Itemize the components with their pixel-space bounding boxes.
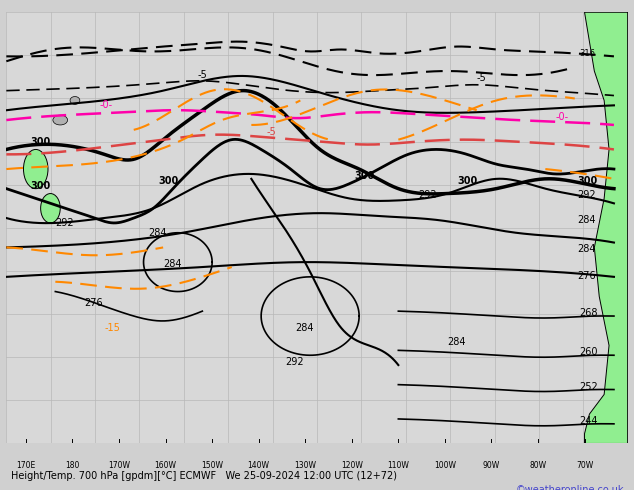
Text: 170E: 170E <box>16 461 36 470</box>
Text: 284: 284 <box>578 215 596 225</box>
Ellipse shape <box>53 115 68 125</box>
Text: 130W: 130W <box>294 461 316 470</box>
Text: 110W: 110W <box>387 461 410 470</box>
Text: -5: -5 <box>266 127 276 137</box>
Text: 284: 284 <box>295 323 314 333</box>
Text: 150W: 150W <box>201 461 223 470</box>
Text: 260: 260 <box>579 347 598 357</box>
Text: 284: 284 <box>448 338 466 347</box>
Text: 300: 300 <box>578 176 598 186</box>
Text: -5: -5 <box>197 70 207 80</box>
Text: 276: 276 <box>578 271 597 281</box>
Ellipse shape <box>23 149 48 189</box>
Text: ©weatheronline.co.uk: ©weatheronline.co.uk <box>515 485 624 490</box>
Text: 70W: 70W <box>576 461 593 470</box>
Text: 180: 180 <box>65 461 80 470</box>
Text: 160W: 160W <box>155 461 177 470</box>
Text: 120W: 120W <box>341 461 363 470</box>
Text: 300: 300 <box>457 176 477 186</box>
Text: 140W: 140W <box>248 461 269 470</box>
Text: 244: 244 <box>579 416 598 426</box>
Text: 316: 316 <box>579 49 595 58</box>
Text: 80W: 80W <box>529 461 547 470</box>
Ellipse shape <box>70 97 80 104</box>
Text: 300: 300 <box>354 171 375 181</box>
Text: 252: 252 <box>579 382 598 392</box>
Text: 170W: 170W <box>108 461 130 470</box>
Text: -0-: -0- <box>100 100 113 110</box>
Text: 292: 292 <box>55 218 74 228</box>
Text: 292: 292 <box>578 191 597 200</box>
Text: -15: -15 <box>105 323 120 333</box>
Text: -0-: -0- <box>555 112 568 122</box>
Text: 300: 300 <box>31 181 51 191</box>
Text: 292: 292 <box>418 191 437 200</box>
Text: 284: 284 <box>578 245 596 254</box>
Text: 268: 268 <box>579 308 598 318</box>
Text: Height/Temp. 700 hPa [gpdm][°C] ECMWF   We 25-09-2024 12:00 UTC (12+72): Height/Temp. 700 hPa [gpdm][°C] ECMWF We… <box>11 471 398 481</box>
Text: -5: -5 <box>477 73 486 83</box>
Text: 100W: 100W <box>434 461 456 470</box>
Polygon shape <box>585 12 628 443</box>
Text: 90W: 90W <box>483 461 500 470</box>
Text: 284: 284 <box>148 228 167 238</box>
Text: 300: 300 <box>31 137 51 147</box>
Text: 284: 284 <box>163 259 181 269</box>
Ellipse shape <box>41 194 60 223</box>
Text: 276: 276 <box>85 298 103 308</box>
Text: 292: 292 <box>286 357 304 367</box>
Text: 300: 300 <box>158 176 179 186</box>
